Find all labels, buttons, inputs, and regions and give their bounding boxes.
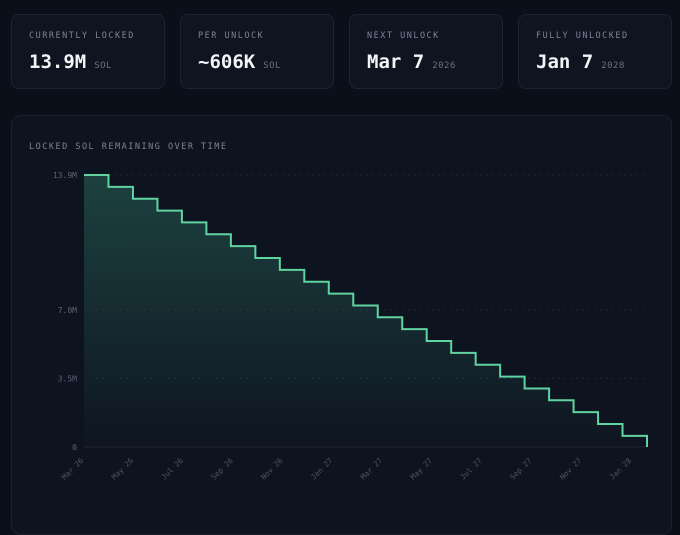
- x-tick-label: Nov 26: [259, 456, 285, 482]
- y-tick-label: 7.0M: [58, 306, 77, 315]
- series-line: [84, 174, 648, 447]
- stat-card-per-unlock: PER UNLOCK ~606K SOL: [180, 14, 334, 89]
- stat-unit: SOL: [263, 61, 281, 71]
- stat-card-fully-unlocked: FULLY UNLOCKED Jan 7 2028: [518, 14, 672, 89]
- stat-value: 13.9M: [29, 51, 87, 73]
- y-tick-label: 0: [72, 443, 77, 452]
- x-tick-label: May 26: [110, 456, 136, 482]
- stat-card-next-unlock: NEXT UNLOCK Mar 7 2026: [349, 14, 503, 89]
- y-tick-label: 3.5M: [58, 375, 77, 384]
- stat-unit: 2026: [432, 61, 456, 71]
- stat-label: NEXT UNLOCK: [367, 31, 440, 41]
- x-tick-label: Sep 26: [209, 456, 235, 482]
- area-fill: [84, 175, 647, 447]
- stat-value: ~606K: [198, 51, 256, 73]
- stat-value: Jan 7: [536, 51, 594, 73]
- stat-card-currently-locked: CURRENTLY LOCKED 13.9M SOL: [11, 14, 165, 89]
- stat-label: FULLY UNLOCKED: [536, 31, 629, 41]
- stat-value: Mar 7: [367, 51, 425, 73]
- stat-unit: 2028: [601, 61, 625, 71]
- x-tick-label: Jul 26: [159, 456, 185, 482]
- x-tick-label: Mar 26: [60, 456, 86, 482]
- stat-unit: SOL: [94, 61, 112, 71]
- x-tick-label: Jan 28: [608, 456, 634, 482]
- y-tick-label: 13.9M: [53, 171, 77, 180]
- x-tick-label: May 27: [408, 456, 434, 482]
- locked-sol-chart: 13.9M 7.0M 3.5M 0 Mar 26 May 26 Jul 26 Sep 26 No…: [53, 171, 648, 482]
- x-tick-label: Nov 27: [558, 456, 584, 482]
- x-tick-label: Jan 27: [309, 456, 335, 482]
- x-tick-label: Sep 27: [508, 456, 534, 482]
- x-tick-label: Mar 27: [359, 456, 385, 482]
- chart-title: LOCKED SOL REMAINING OVER TIME: [29, 142, 228, 152]
- stat-label: PER UNLOCK: [198, 31, 265, 41]
- x-tick-label: Jul 27: [458, 456, 484, 482]
- stat-label: CURRENTLY LOCKED: [29, 31, 135, 41]
